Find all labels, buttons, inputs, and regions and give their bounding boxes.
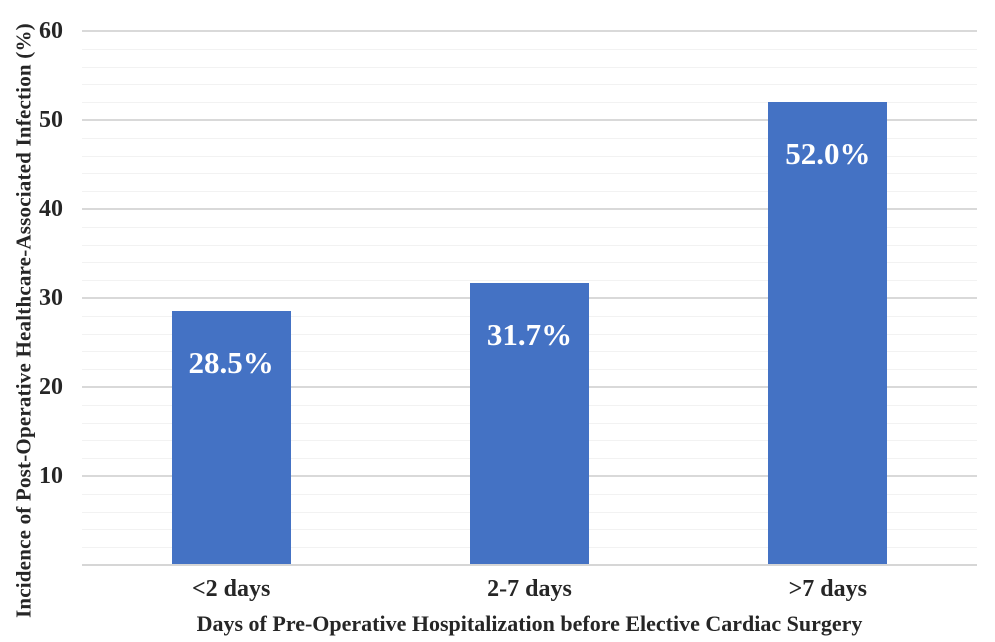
minor-gridline [82,173,977,175]
bar-value-label: 52.0% [785,136,871,172]
bar-value-label: 28.5% [188,345,274,381]
minor-gridline [82,66,977,68]
minor-gridline [82,48,977,50]
category-label: <2 days [191,576,271,602]
minor-gridline [82,262,977,264]
y-tick-label: 10 [39,463,63,489]
minor-gridline [82,137,977,139]
minor-gridline [82,155,977,157]
y-tick-label: 20 [39,374,63,400]
x-category-labels: <2 days 2-7 days >7 days [82,565,977,605]
bar: 31.7% [469,282,590,565]
minor-gridline [82,84,977,86]
y-axis-tick-labels: 10 20 30 40 50 60 [0,19,63,565]
minor-gridline [82,102,977,104]
bar: 28.5% [171,311,291,565]
x-axis-baseline [82,564,977,566]
bar-slot: 28.5% [82,31,380,565]
category-label: >7 days [788,576,867,602]
minor-gridline [82,226,977,228]
bar-value-label: 31.7% [486,316,573,352]
major-gridline [82,119,977,121]
x-axis-title: Days of Pre-Operative Hospitalization be… [196,611,863,636]
category-label: 2-7 days [487,576,572,602]
y-tick-label: 50 [39,107,63,133]
plot-area: 28.5% 31.7% 52.0% [82,30,977,566]
y-tick-label: 40 [39,196,63,222]
minor-gridline [82,191,977,193]
minor-gridline [82,280,977,282]
major-gridline [82,30,977,32]
y-tick-label: 60 [39,18,63,44]
major-gridline [82,208,977,211]
bar: 52.0% [768,102,888,565]
bar-slot: 31.7% [380,31,678,565]
bar-slot: 52.0% [679,31,977,565]
bars: 28.5% 31.7% 52.0% [82,31,977,565]
y-tick-label: 30 [39,285,63,311]
minor-gridline [82,244,977,246]
